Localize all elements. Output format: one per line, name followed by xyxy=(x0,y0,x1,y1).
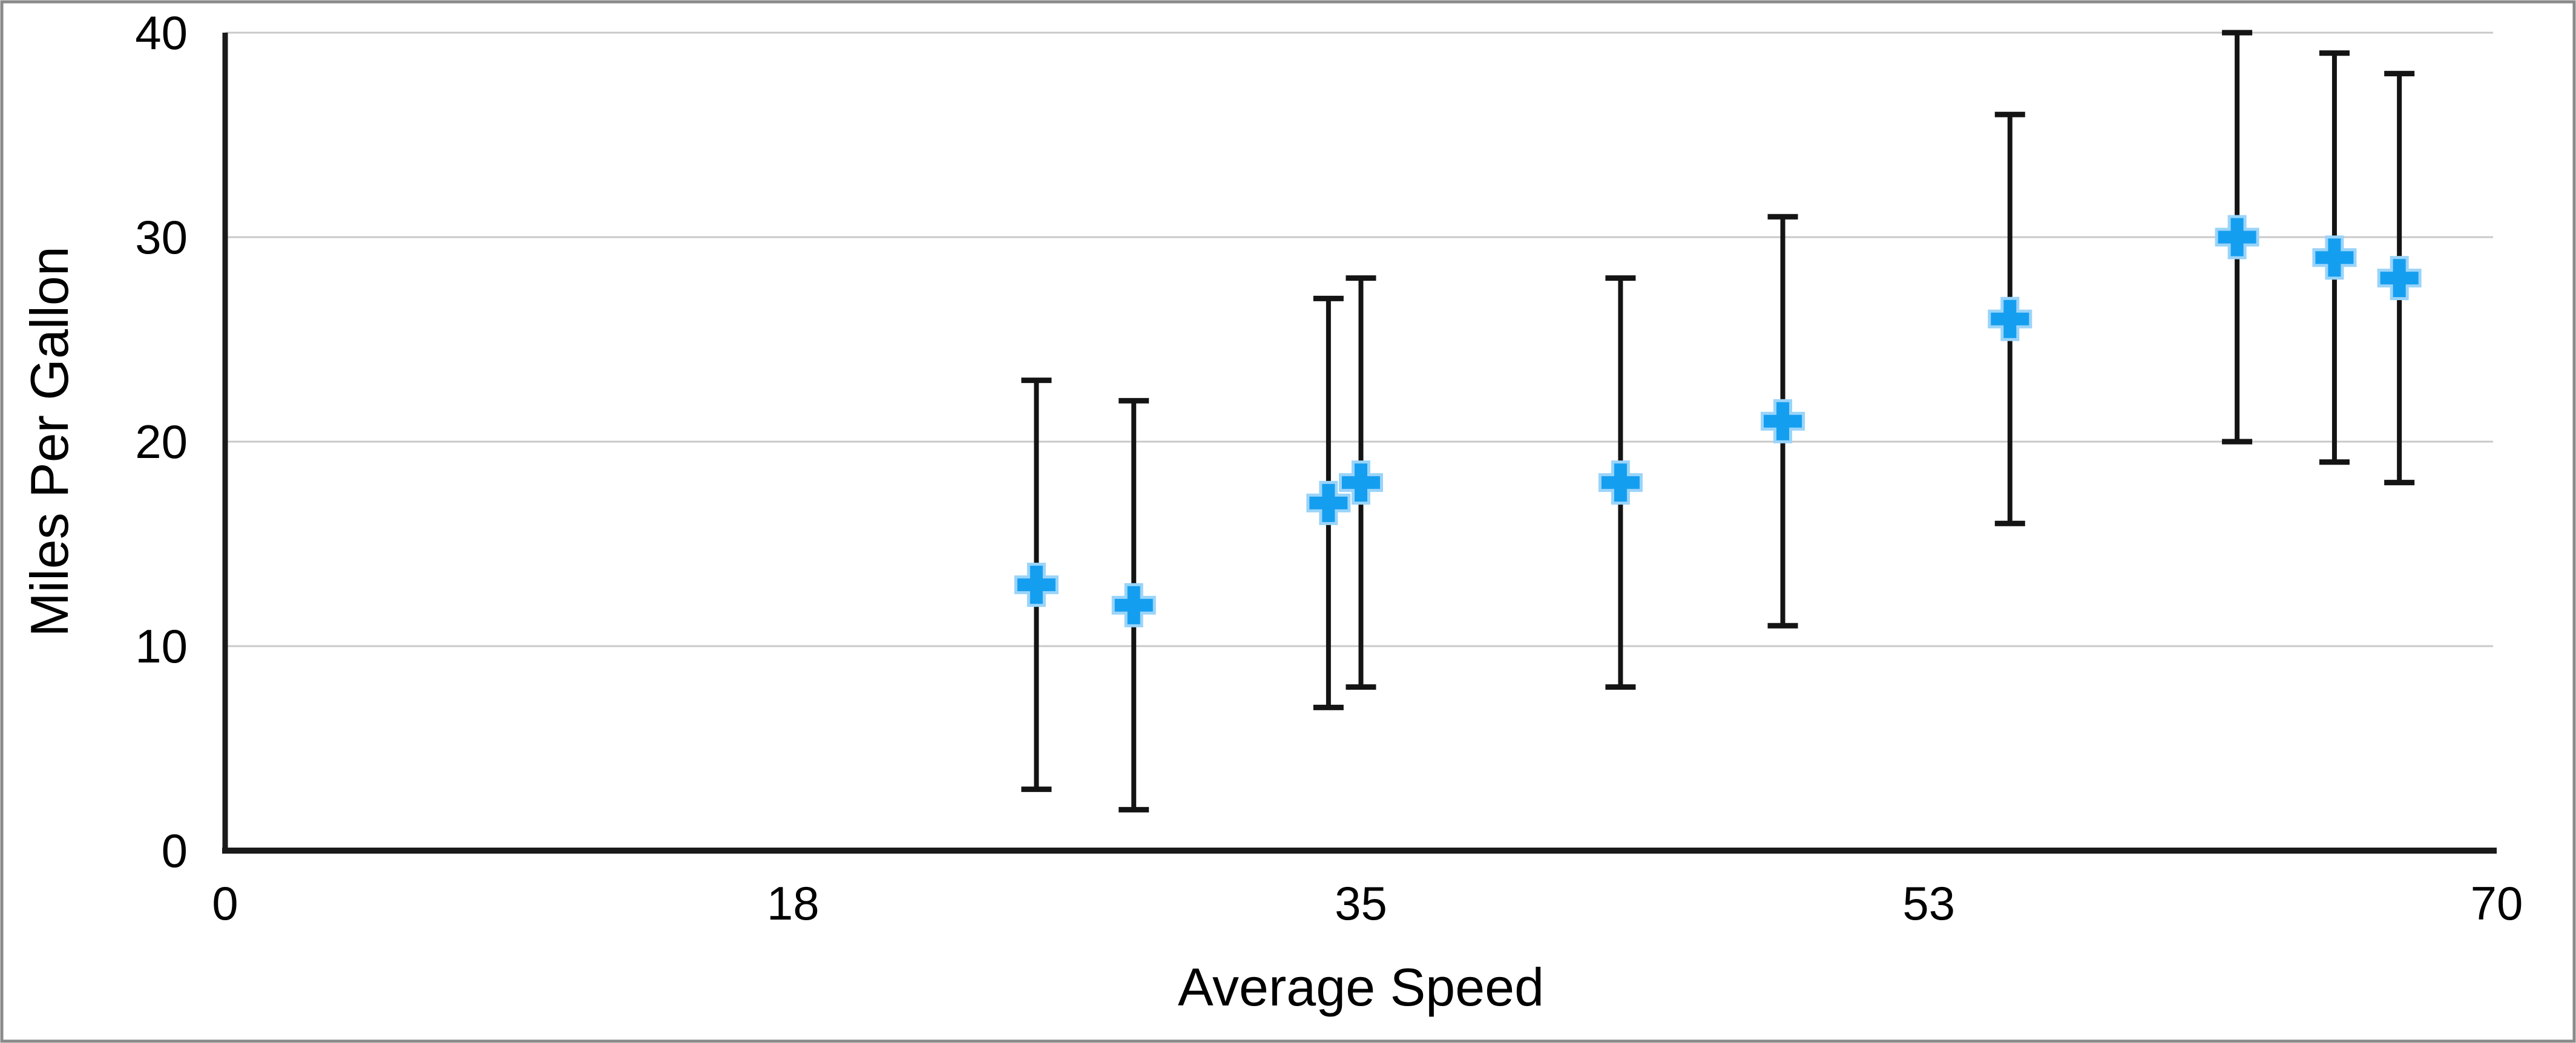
x-tick-label-18: 18 xyxy=(767,877,820,930)
data-point-marker xyxy=(2377,256,2422,301)
data-point-marker xyxy=(1339,460,1383,505)
data-point-marker xyxy=(1988,296,2032,341)
x-axis-title: Average Speed xyxy=(1178,957,1544,1017)
data-point-marker xyxy=(1598,460,1643,505)
y-tick-label-10: 10 xyxy=(135,620,188,673)
x-tick-label-53: 53 xyxy=(1902,877,1955,930)
data-point-marker xyxy=(2215,215,2259,260)
y-tick-label-20: 20 xyxy=(135,415,188,468)
axes xyxy=(222,33,2497,854)
y-axis-title: Miles Per Gallon xyxy=(19,246,79,637)
y-tick-label-0: 0 xyxy=(162,824,188,877)
data-markers-layer xyxy=(1014,215,2422,627)
x-tick-label-70: 70 xyxy=(2471,877,2523,930)
data-point-marker xyxy=(2312,235,2357,280)
y-tick-label-40: 40 xyxy=(135,6,188,59)
tick-labels-layer: 0 10 20 30 40 0 18 35 53 70 xyxy=(135,6,2523,930)
data-point-marker xyxy=(1306,480,1351,525)
x-tick-label-0: 0 xyxy=(212,877,238,930)
data-point-marker xyxy=(1111,583,1156,627)
data-point-marker xyxy=(1014,563,1059,607)
x-tick-label-35: 35 xyxy=(1335,877,1387,930)
y-tick-label-30: 30 xyxy=(135,211,188,264)
data-point-marker xyxy=(1760,399,1805,443)
